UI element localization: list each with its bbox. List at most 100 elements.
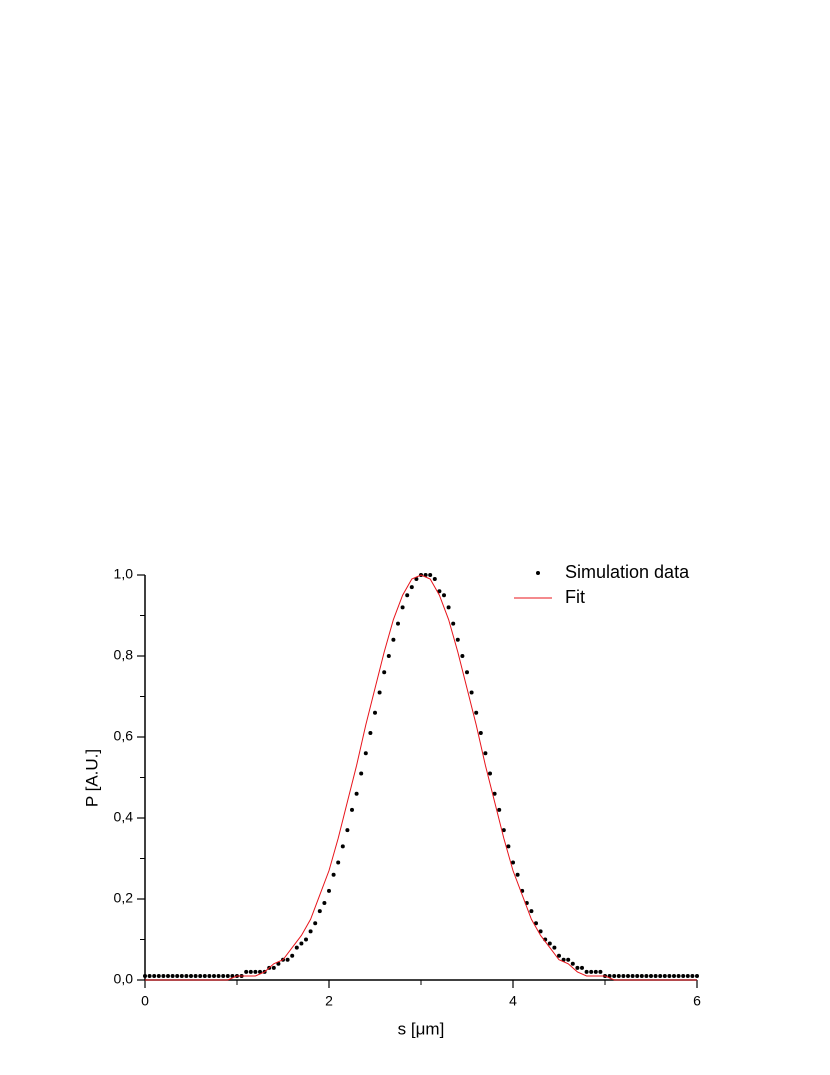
- data-point: [478, 730, 483, 735]
- data-point: [442, 593, 446, 598]
- legend-marker: [536, 571, 540, 575]
- data-point: [649, 973, 653, 978]
- data-point: [336, 860, 341, 865]
- data-point: [469, 690, 474, 695]
- data-point: [621, 973, 626, 978]
- data-point: [166, 973, 170, 978]
- data-point: [685, 973, 690, 978]
- data-point: [465, 670, 469, 675]
- data-point: [147, 973, 152, 978]
- data-point: [143, 973, 147, 978]
- data-point: [184, 973, 189, 978]
- data-point: [170, 973, 175, 978]
- data-point: [276, 961, 281, 966]
- data-point: [690, 973, 695, 978]
- data-point: [294, 945, 299, 950]
- data-point: [455, 637, 460, 642]
- data-point: [529, 909, 534, 914]
- data-point: [451, 621, 456, 626]
- data-point: [327, 888, 331, 893]
- data-point: [626, 973, 630, 978]
- data-point: [230, 973, 235, 978]
- data-point: [437, 589, 442, 594]
- data-point: [414, 577, 419, 582]
- y-tick-label: 1,0: [114, 566, 134, 582]
- y-tick-label: 0,4: [114, 809, 134, 825]
- data-point: [607, 973, 612, 978]
- data-point: [386, 654, 391, 658]
- data-point: [350, 807, 354, 812]
- data-point: [409, 585, 414, 590]
- legend-label: Fit: [565, 587, 585, 607]
- data-point: [322, 901, 327, 906]
- data-point: [695, 973, 699, 978]
- data-point: [313, 921, 318, 926]
- y-tick-label: 0,6: [114, 728, 134, 744]
- data-point: [285, 957, 290, 962]
- data-point: [340, 844, 345, 849]
- data-point: [497, 807, 502, 812]
- data-point: [363, 751, 368, 756]
- data-point: [552, 945, 557, 950]
- data-point: [156, 973, 161, 978]
- data-point: [396, 621, 400, 626]
- data-point: [221, 973, 226, 978]
- y-axis-label: P [A.U.]: [82, 749, 101, 807]
- data-point: [193, 973, 198, 978]
- data-point: [373, 710, 377, 715]
- x-tick-label: 4: [509, 993, 517, 1009]
- data-point: [515, 872, 520, 877]
- data-point: [317, 909, 322, 914]
- data-point: [501, 828, 506, 833]
- data-point: [244, 969, 249, 974]
- data-point: [446, 605, 451, 610]
- data-point: [584, 969, 589, 974]
- data-point: [161, 973, 166, 978]
- data-point: [428, 573, 433, 577]
- data-point: [547, 941, 552, 946]
- data-point: [331, 872, 336, 877]
- data-point: [216, 973, 221, 978]
- x-tick-label: 6: [693, 993, 701, 1009]
- data-point: [432, 577, 437, 582]
- data-point: [179, 973, 184, 978]
- data-point: [253, 969, 258, 974]
- legend-label: Simulation data: [565, 562, 690, 582]
- data-point: [212, 973, 216, 978]
- data-point: [575, 965, 580, 970]
- x-tick-label: 2: [325, 993, 333, 1009]
- data-point: [400, 605, 405, 610]
- data-point: [189, 973, 193, 978]
- data-point: [423, 573, 428, 577]
- data-point: [152, 973, 157, 978]
- data-point: [175, 973, 180, 978]
- data-point: [304, 937, 308, 942]
- data-point: [391, 637, 396, 642]
- y-tick-label: 0,8: [114, 647, 134, 663]
- data-point: [225, 973, 230, 978]
- data-point: [538, 929, 543, 934]
- data-point: [405, 593, 410, 598]
- data-point: [616, 973, 621, 978]
- fit-line: [145, 574, 697, 981]
- data-point: [258, 969, 262, 974]
- data-point: [377, 690, 382, 695]
- data-point: [354, 791, 359, 796]
- data-point: [570, 961, 575, 966]
- data-point: [681, 973, 686, 978]
- x-tick-label: 0: [141, 993, 149, 1009]
- data-point: [672, 973, 676, 978]
- data-point: [308, 929, 313, 934]
- data-point: [557, 953, 561, 958]
- data-point: [658, 973, 663, 978]
- data-point: [676, 973, 681, 978]
- y-tick-label: 0,2: [114, 890, 134, 906]
- data-point: [593, 969, 598, 974]
- data-point: [207, 973, 212, 978]
- data-point: [474, 710, 479, 715]
- data-point: [630, 973, 635, 978]
- y-tick-label: 0,0: [114, 971, 134, 987]
- data-point: [580, 965, 584, 970]
- data-point: [534, 921, 538, 926]
- data-point: [561, 957, 566, 962]
